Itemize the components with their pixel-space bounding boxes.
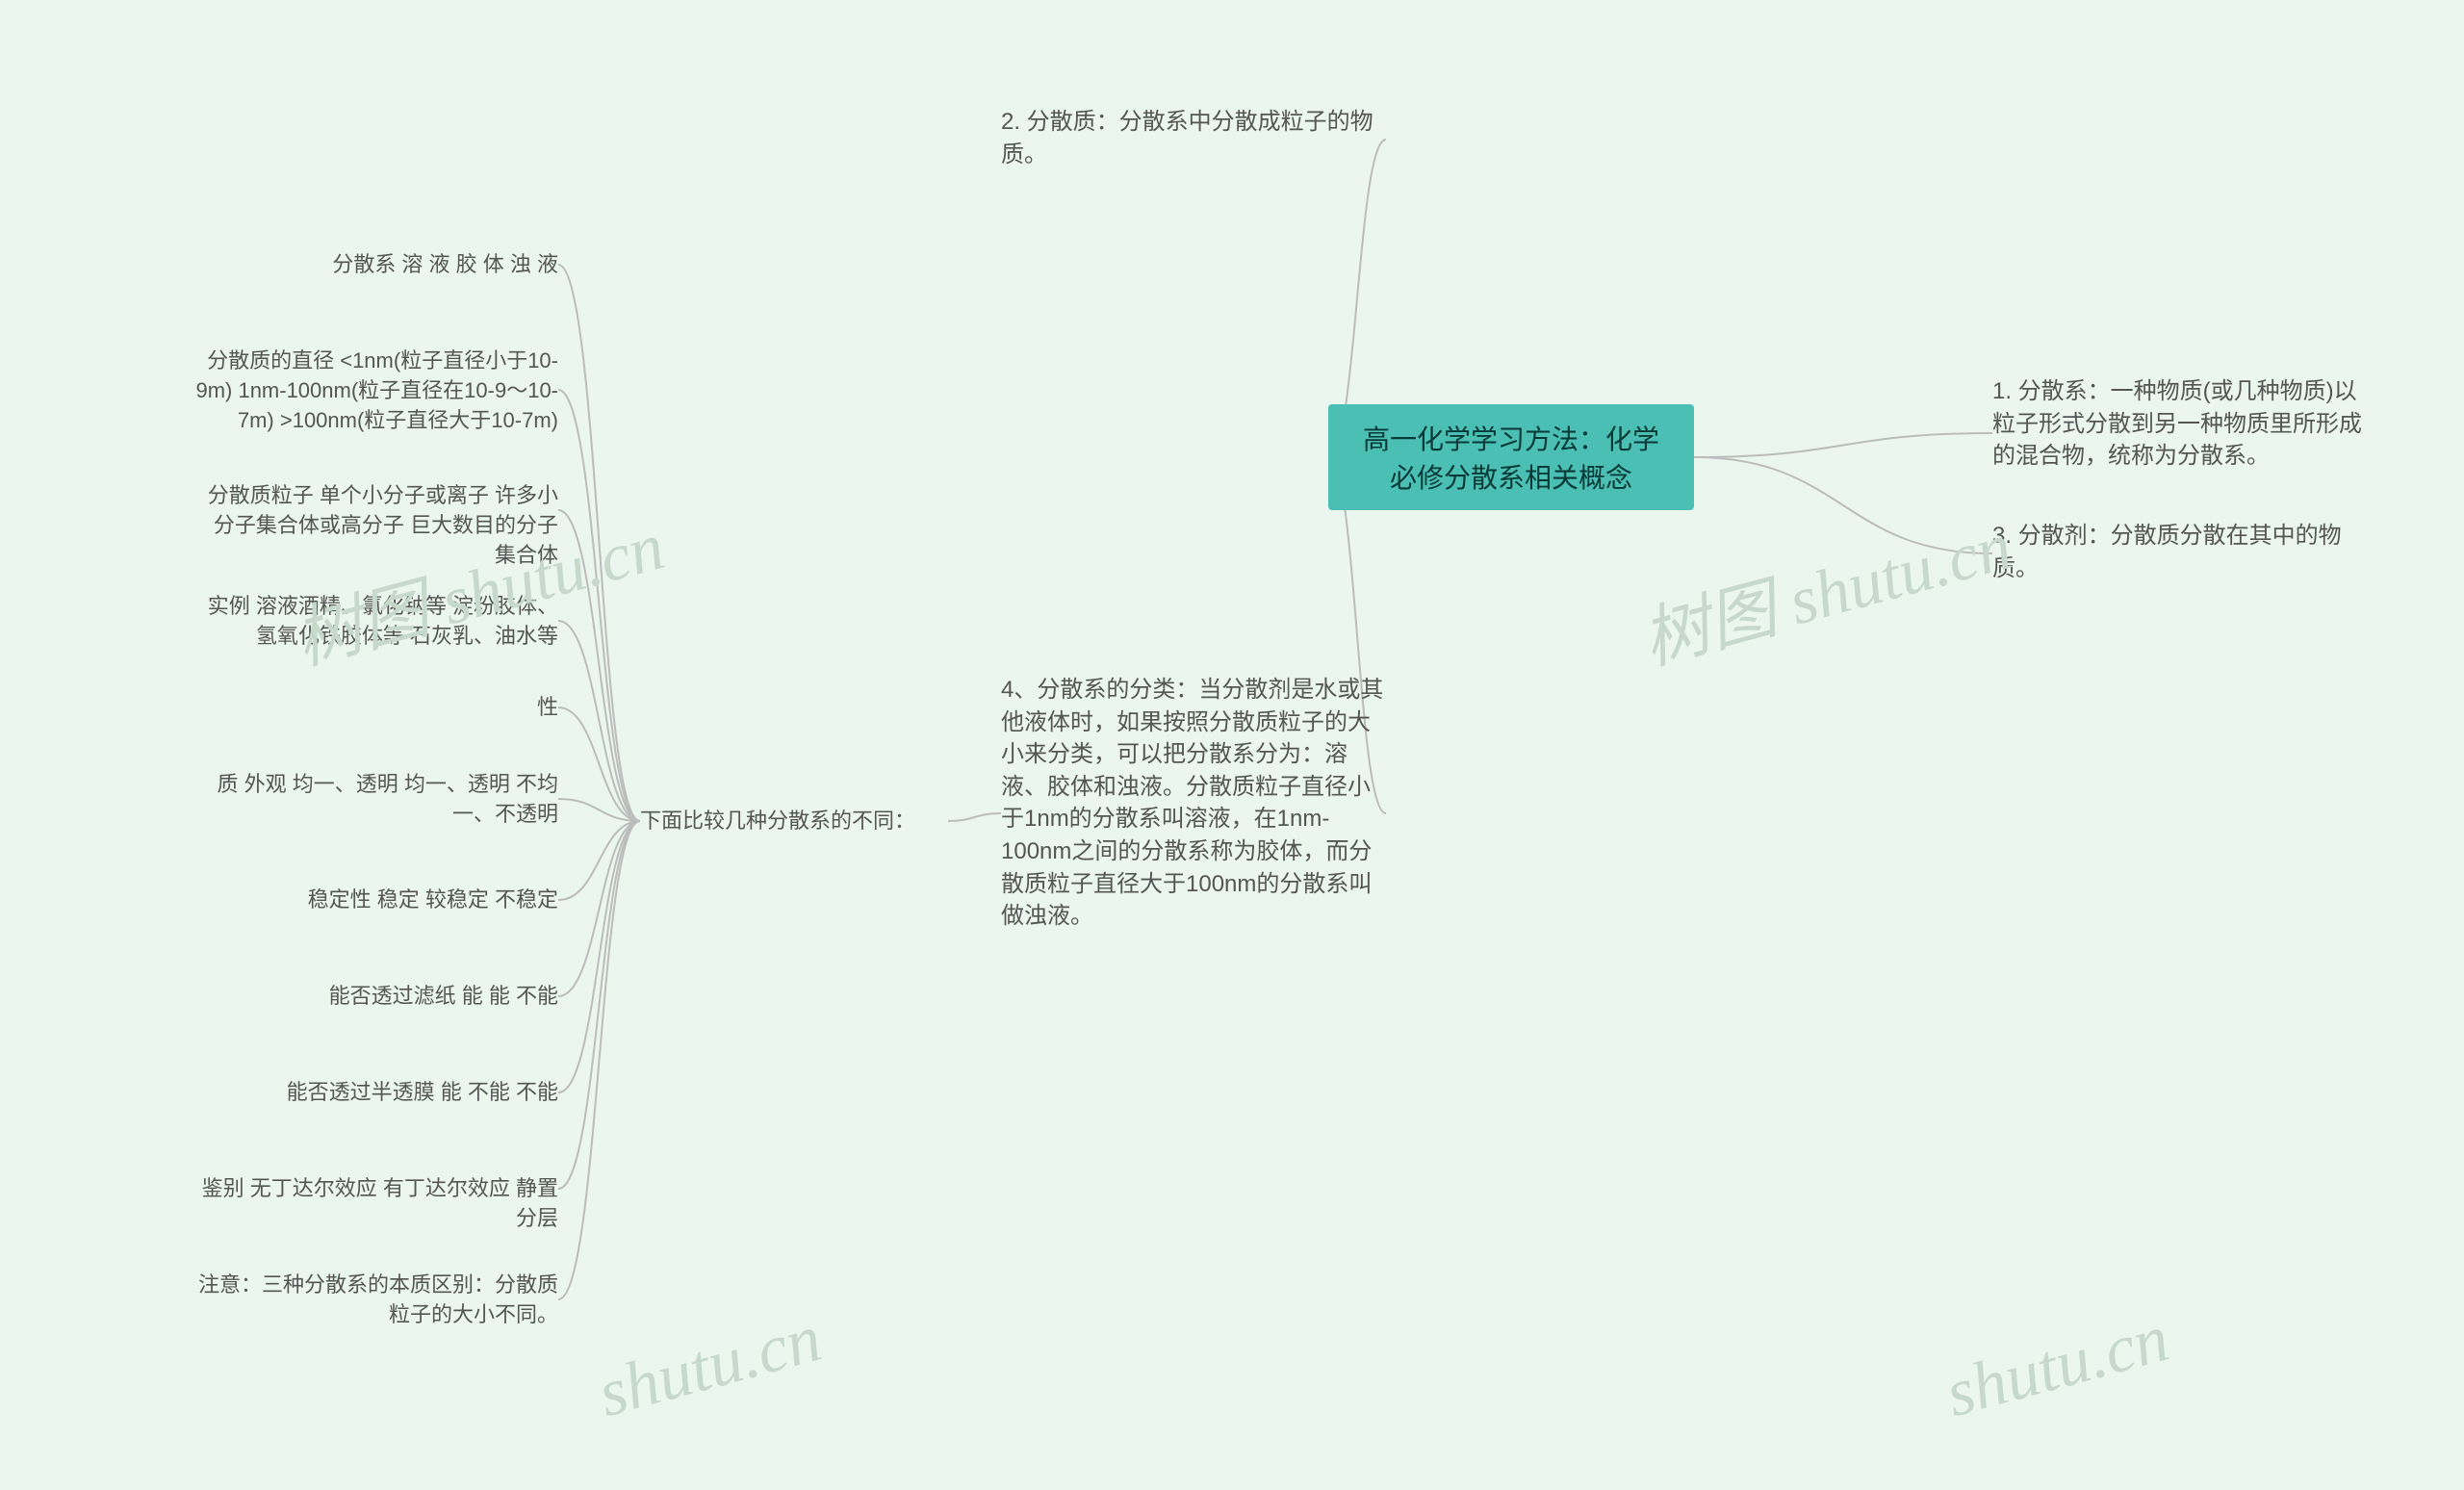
watermark: 树图 shutu.cn (1630, 492, 2021, 683)
node-text: 分散系 溶 液 胶 体 浊 液 (332, 252, 558, 276)
connector (558, 821, 640, 996)
node-text: 能否透过半透膜 能 不能 不能 (287, 1080, 558, 1104)
connector (558, 799, 640, 821)
mindmap-node: 分散质的直径 <1nm(粒子直径小于10-9m) 1nm-100nm(粒子直径在… (192, 347, 558, 435)
mindmap-node: 4、分散系的分类：当分散剂是水或其他液体时，如果按照分散质粒子的大小来分类，可以… (1001, 674, 1386, 953)
mindmap-node: 1. 分散系：一种物质(或几种物质)以粒子形式分散到另一种物质里所形成的混合物，… (1992, 375, 2368, 491)
mindmap-node: 3. 分散剂：分散质分散在其中的物质。 (1992, 520, 2368, 587)
mindmap-node: 分散质粒子 单个小分子或离子 许多小分子集合体或高分子 巨大数目的分子集合体 (192, 481, 558, 570)
mindmap-node: 分散系 溶 液 胶 体 浊 液 (192, 250, 558, 280)
connector (558, 621, 640, 821)
mindmap-node: 性 (192, 693, 558, 723)
mindmap-node: 能否透过滤纸 能 能 不能 (192, 982, 558, 1012)
connector (558, 265, 640, 821)
watermark: shutu.cn (1938, 1300, 2177, 1433)
connector (1694, 433, 1992, 457)
mindmap-node: 能否透过半透膜 能 不能 不能 (192, 1078, 558, 1108)
node-text: 下面比较几种分散系的不同： (640, 809, 915, 833)
mindmap-canvas: 高一化学学习方法：化学必修分散系相关概念 1. 分散系：一种物质(或几种物质)以粒… (0, 0, 2464, 1490)
connector (558, 821, 640, 1092)
node-text: 分散质粒子 单个小分子或离子 许多小分子集合体或高分子 巨大数目的分子集合体 (208, 483, 558, 567)
mindmap-node: 实例 溶液酒精、氯化钠等 淀粉胶体、氢氧化铁胶体等 石灰乳、油水等 (192, 592, 558, 652)
mindmap-node: 质 外观 均一、透明 均一、透明 不均一、不透明 (192, 770, 558, 830)
watermark: shutu.cn (591, 1300, 830, 1433)
node-text: 性 (537, 695, 558, 719)
node-text: 稳定性 稳定 较稳定 不稳定 (308, 887, 558, 912)
node-text: 鉴别 无丁达尔效应 有丁达尔效应 静置分层 (202, 1176, 558, 1230)
root-text: 高一化学学习方法：化学必修分散系相关概念 (1357, 419, 1665, 496)
connector (948, 813, 1001, 821)
mindmap-node: 注意：三种分散系的本质区别：分散质粒子的大小不同。 (192, 1271, 558, 1330)
node-text: 质 外观 均一、透明 均一、透明 不均一、不透明 (218, 772, 558, 826)
connector (558, 707, 640, 821)
node-text: 分散质的直径 <1nm(粒子直径小于10-9m) 1nm-100nm(粒子直径在… (195, 348, 558, 432)
mindmap-node: 2. 分散质：分散系中分散成粒子的物质。 (1001, 106, 1386, 173)
connector (558, 510, 640, 821)
node-text: 1. 分散系：一种物质(或几种物质)以粒子形式分散到另一种物质里所形成的混合物，… (1992, 378, 2362, 469)
mindmap-root: 高一化学学习方法：化学必修分散系相关概念 (1328, 404, 1694, 510)
node-text: 能否透过滤纸 能 能 不能 (329, 984, 558, 1008)
connector (558, 821, 640, 1189)
connector (1694, 457, 1992, 553)
mindmap-node: 稳定性 稳定 较稳定 不稳定 (192, 886, 558, 915)
node-text: 4、分散系的分类：当分散剂是水或其他液体时，如果按照分散质粒子的大小来分类，可以… (1001, 677, 1383, 929)
node-text: 3. 分散剂：分散质分散在其中的物质。 (1992, 523, 2342, 581)
node-text: 2. 分散质：分散系中分散成粒子的物质。 (1001, 109, 1373, 167)
node-text: 注意：三种分散系的本质区别：分散质粒子的大小不同。 (198, 1272, 558, 1326)
node-text: 实例 溶液酒精、氯化钠等 淀粉胶体、氢氧化铁胶体等 石灰乳、油水等 (208, 594, 558, 648)
mindmap-node: 鉴别 无丁达尔效应 有丁达尔效应 静置分层 (192, 1174, 558, 1234)
connector (558, 821, 640, 900)
connector (558, 390, 640, 821)
mindmap-node: 下面比较几种分散系的不同： (640, 807, 948, 836)
connector (558, 821, 640, 1299)
